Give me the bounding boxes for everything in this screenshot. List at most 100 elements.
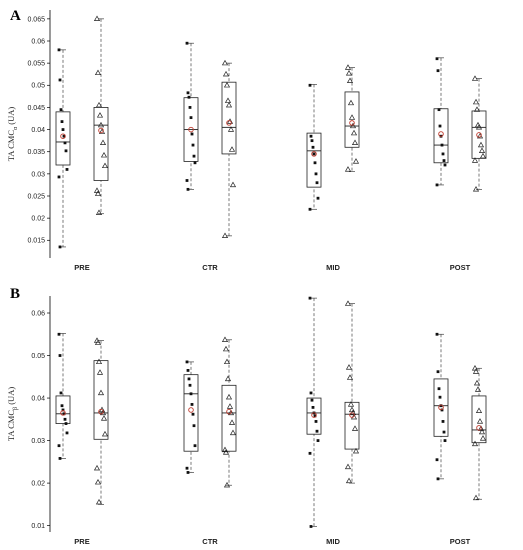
- data-point: [443, 163, 447, 167]
- data-point: [58, 245, 62, 249]
- data-point: [58, 457, 62, 460]
- y-tick-label: 0.04: [31, 127, 45, 134]
- data-point: [62, 134, 66, 138]
- chart-panel-a: A 0.015 0.02 0.025 0.03 0.035 0.04 0.045 0.05 0.0…: [6, 8, 487, 272]
- data-point: [95, 101, 103, 108]
- data-point: [435, 183, 439, 187]
- data-point: [95, 209, 103, 215]
- y-tick-label: 0.025: [27, 193, 45, 200]
- data-point: [443, 439, 447, 442]
- y-axis-label: TA CMCβ (UA): [6, 387, 19, 441]
- data-point: [309, 134, 313, 138]
- box-iqr: [433, 378, 449, 437]
- y-tick-label: 0.06: [31, 38, 45, 45]
- data-point: [308, 83, 312, 87]
- data-point: [185, 466, 189, 470]
- data-point: [352, 447, 360, 454]
- data-point: [474, 386, 482, 392]
- data-point: [473, 106, 481, 112]
- data-point: [436, 477, 440, 481]
- data-point: [435, 57, 439, 61]
- data-point: [310, 398, 314, 402]
- box-pre-triangle: [93, 337, 109, 505]
- data-point: [60, 404, 64, 408]
- data-point: [308, 207, 312, 211]
- box-mean: [98, 408, 104, 415]
- data-point: [62, 412, 66, 416]
- data-point: [477, 141, 485, 148]
- data-point: [436, 370, 440, 374]
- data-point: [471, 440, 479, 447]
- box-iqr: [221, 81, 237, 155]
- data-point: [189, 116, 193, 120]
- data-point: [345, 364, 353, 370]
- category-label: MID: [326, 537, 340, 546]
- data-point: [57, 444, 61, 448]
- data-point: [101, 162, 109, 169]
- data-point: [61, 128, 65, 131]
- data-point: [94, 69, 102, 76]
- y-tick-label: 0.02: [31, 480, 45, 487]
- data-point: [315, 181, 319, 185]
- y-tick-label: 0.04: [31, 395, 45, 402]
- data-point: [99, 409, 107, 416]
- data-point: [95, 358, 103, 365]
- data-point: [347, 401, 355, 407]
- data-point: [345, 70, 353, 76]
- data-point: [438, 124, 442, 128]
- data-point: [471, 75, 479, 81]
- data-point: [187, 95, 191, 99]
- data-point: [225, 393, 233, 400]
- data-point: [99, 139, 107, 146]
- data-point: [64, 149, 68, 153]
- data-point: [314, 172, 318, 176]
- category-label: CTR: [202, 263, 218, 272]
- data-point: [227, 409, 235, 416]
- data-point: [311, 145, 315, 149]
- data-point: [436, 69, 440, 73]
- data-point: [192, 424, 196, 428]
- data-point: [191, 143, 195, 147]
- box-post-triangle: [471, 75, 487, 192]
- box-mean: [311, 151, 317, 157]
- data-point: [473, 379, 481, 386]
- data-point: [344, 166, 352, 172]
- data-point: [350, 413, 358, 420]
- box-mean: [226, 120, 232, 126]
- box-mid-triangle: [344, 300, 360, 484]
- data-point: [435, 458, 439, 462]
- category-label: POST: [450, 537, 471, 546]
- data-point: [478, 428, 486, 435]
- box-mid-square: [306, 83, 322, 211]
- box-iqr: [344, 401, 360, 450]
- y-tick-label: 0.015: [27, 238, 45, 245]
- box-ctr-square: [183, 360, 199, 474]
- data-point: [438, 395, 442, 399]
- data-point: [475, 124, 483, 130]
- y-axis-label-sub: α: [13, 126, 19, 130]
- data-point: [472, 186, 480, 192]
- data-point: [188, 106, 192, 109]
- data-point: [229, 181, 237, 188]
- data-point: [222, 345, 230, 352]
- box-mean: [226, 408, 232, 415]
- data-point: [476, 418, 484, 424]
- box-mean: [438, 131, 444, 137]
- data-point: [472, 98, 480, 105]
- data-point: [185, 179, 189, 182]
- data-point: [344, 300, 352, 306]
- data-point: [95, 498, 103, 505]
- data-point: [59, 108, 63, 112]
- y-tick-label: 0.02: [31, 216, 45, 223]
- data-point: [226, 118, 234, 124]
- data-point: [186, 369, 190, 372]
- data-point: [442, 159, 446, 162]
- data-point: [479, 435, 487, 441]
- y-tick-label: 0.03: [31, 171, 45, 178]
- data-point: [192, 154, 196, 158]
- box-mid-triangle: [344, 64, 360, 172]
- box-mean: [476, 132, 482, 138]
- panel-label: B: [10, 286, 20, 302]
- data-point: [191, 412, 195, 416]
